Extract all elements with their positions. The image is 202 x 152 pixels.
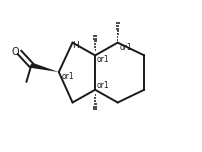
Text: or1: or1	[97, 55, 109, 64]
Text: or1: or1	[97, 81, 109, 90]
Text: O: O	[12, 47, 19, 57]
Text: or1: or1	[119, 43, 132, 52]
Text: or1: or1	[61, 73, 74, 81]
Text: H: H	[72, 41, 78, 50]
Polygon shape	[31, 63, 59, 72]
